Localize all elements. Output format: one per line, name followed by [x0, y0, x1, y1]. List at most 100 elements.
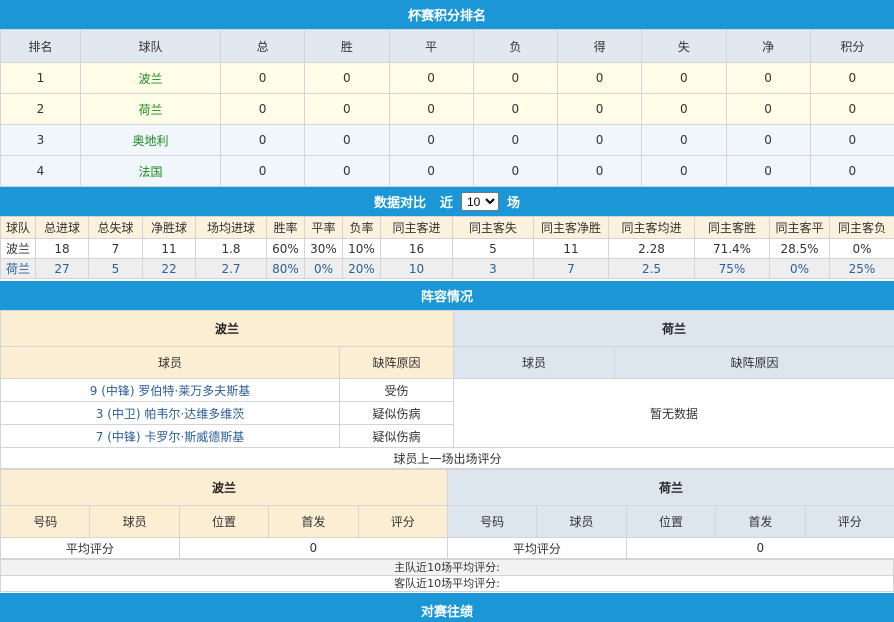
team-link[interactable]: 奥地利	[81, 125, 221, 156]
compare-cell: 7	[534, 259, 609, 279]
standings-cell: 3	[1, 125, 81, 156]
compare-cell: 荷兰	[1, 259, 36, 279]
compare-cell: 3	[453, 259, 534, 279]
ratings-col-header: 号码	[1, 506, 90, 538]
team-link[interactable]: 波兰	[81, 63, 221, 94]
compare-cell: 5	[453, 239, 534, 259]
compare-header-row: 球队总进球总失球净胜球场均进球胜率平率负率同主客进同主客失同主客净胜同主客均进同…	[1, 217, 894, 239]
away-no-data: 暂无数据	[454, 379, 894, 448]
standings-cell: 0	[558, 94, 642, 125]
standings-title-bar: 杯赛积分排名	[0, 0, 894, 29]
standings-col-header: 球队	[81, 30, 221, 63]
compare-cell: 25%	[830, 259, 894, 279]
compare-cell: 2.5	[609, 259, 695, 279]
near-label: 近	[440, 192, 453, 211]
compare-cell: 11	[143, 239, 196, 259]
h2h-title-bar: 对赛往绩	[0, 593, 894, 622]
standings-cell: 0	[810, 156, 894, 187]
standings-title: 杯赛积分排名	[408, 5, 486, 24]
standings-cell: 0	[726, 63, 810, 94]
standings-col-header: 积分	[810, 30, 894, 63]
standings-cell: 0	[642, 156, 726, 187]
standings-col-header: 失	[642, 30, 726, 63]
standings-cell: 0	[389, 63, 473, 94]
team-link[interactable]: 法国	[81, 156, 221, 187]
compare-cell: 0%	[830, 239, 894, 259]
standings-cell: 0	[305, 63, 389, 94]
compare-cell: 0%	[770, 259, 830, 279]
standings-cell: 0	[726, 125, 810, 156]
standings-cell: 0	[558, 156, 642, 187]
compare-col-header: 同主客平	[770, 217, 830, 239]
standings-cell: 0	[305, 94, 389, 125]
matches-count-select[interactable]: 10	[461, 192, 499, 211]
compare-cell: 80%	[267, 259, 305, 279]
compare-cell: 5	[89, 259, 143, 279]
compare-col-header: 负率	[343, 217, 381, 239]
unit-label: 场	[507, 192, 520, 211]
standings-cell: 0	[221, 156, 305, 187]
ratings-col-header: 球员	[90, 506, 179, 538]
standings-cell: 0	[558, 125, 642, 156]
compare-col-header: 总失球	[89, 217, 143, 239]
standings-cell: 0	[810, 94, 894, 125]
compare-cell: 20%	[343, 259, 381, 279]
compare-cell: 27	[36, 259, 89, 279]
compare-col-header: 同主客净胜	[534, 217, 609, 239]
compare-col-header: 平率	[305, 217, 343, 239]
away-col-reason: 缺阵原因	[615, 347, 894, 379]
compare-col-header: 净胜球	[143, 217, 196, 239]
standings-cell: 0	[389, 125, 473, 156]
ratings-home-header: 波兰	[1, 470, 448, 506]
standings-col-header: 得	[558, 30, 642, 63]
compare-col-header: 总进球	[36, 217, 89, 239]
standings-cell: 0	[642, 63, 726, 94]
compare-cell: 28.5%	[770, 239, 830, 259]
team-link[interactable]: 荷兰	[81, 94, 221, 125]
standings-col-header: 净	[726, 30, 810, 63]
standings-col-header: 平	[389, 30, 473, 63]
standings-cell: 0	[389, 94, 473, 125]
standings-cell: 0	[221, 125, 305, 156]
absent-player[interactable]: 3 (中卫) 帕韦尔·达维多维茨	[1, 402, 340, 425]
compare-cell: 71.4%	[695, 239, 770, 259]
compare-col-header: 同主客负	[830, 217, 894, 239]
standings-cell: 0	[558, 63, 642, 94]
absent-player[interactable]: 7 (中锋) 卡罗尔·斯威德斯基	[1, 425, 340, 448]
compare-cell: 18	[36, 239, 89, 259]
home-avg-value: 0	[179, 538, 447, 559]
standings-cell: 0	[305, 125, 389, 156]
compare-cell: 0%	[305, 259, 343, 279]
ratings-col-header: 号码	[447, 506, 536, 538]
standings-col-header: 排名	[1, 30, 81, 63]
absent-reason: 疑似伤病	[340, 425, 454, 448]
compare-cell: 7	[89, 239, 143, 259]
compare-col-header: 同主客失	[453, 217, 534, 239]
standings-cell: 1	[1, 63, 81, 94]
compare-col-header: 场均进球	[196, 217, 267, 239]
compare-col-header: 胜率	[267, 217, 305, 239]
standings-cell: 4	[1, 156, 81, 187]
home-col-reason: 缺阵原因	[340, 347, 454, 379]
compare-cell: 60%	[267, 239, 305, 259]
away-avg-label: 平均评分	[447, 538, 626, 559]
ratings-title: 球员上一场出场评分	[1, 448, 894, 469]
standings-cell: 0	[389, 156, 473, 187]
absent-player[interactable]: 9 (中锋) 罗伯特·莱万多夫斯基	[1, 379, 340, 402]
h2h-title: 对赛往绩	[421, 601, 473, 620]
compare-cell: 10	[381, 259, 453, 279]
standings-cell: 0	[810, 63, 894, 94]
absent-reason: 受伤	[340, 379, 454, 402]
standings-cell: 0	[473, 156, 557, 187]
standings-col-header: 胜	[305, 30, 389, 63]
ratings-col-header: 首发	[716, 506, 805, 538]
absent-reason: 疑似伤病	[340, 402, 454, 425]
compare-col-header: 同主客均进	[609, 217, 695, 239]
compare-cell: 75%	[695, 259, 770, 279]
standings-cell: 0	[305, 156, 389, 187]
lineup-title: 阵容情况	[421, 286, 473, 305]
